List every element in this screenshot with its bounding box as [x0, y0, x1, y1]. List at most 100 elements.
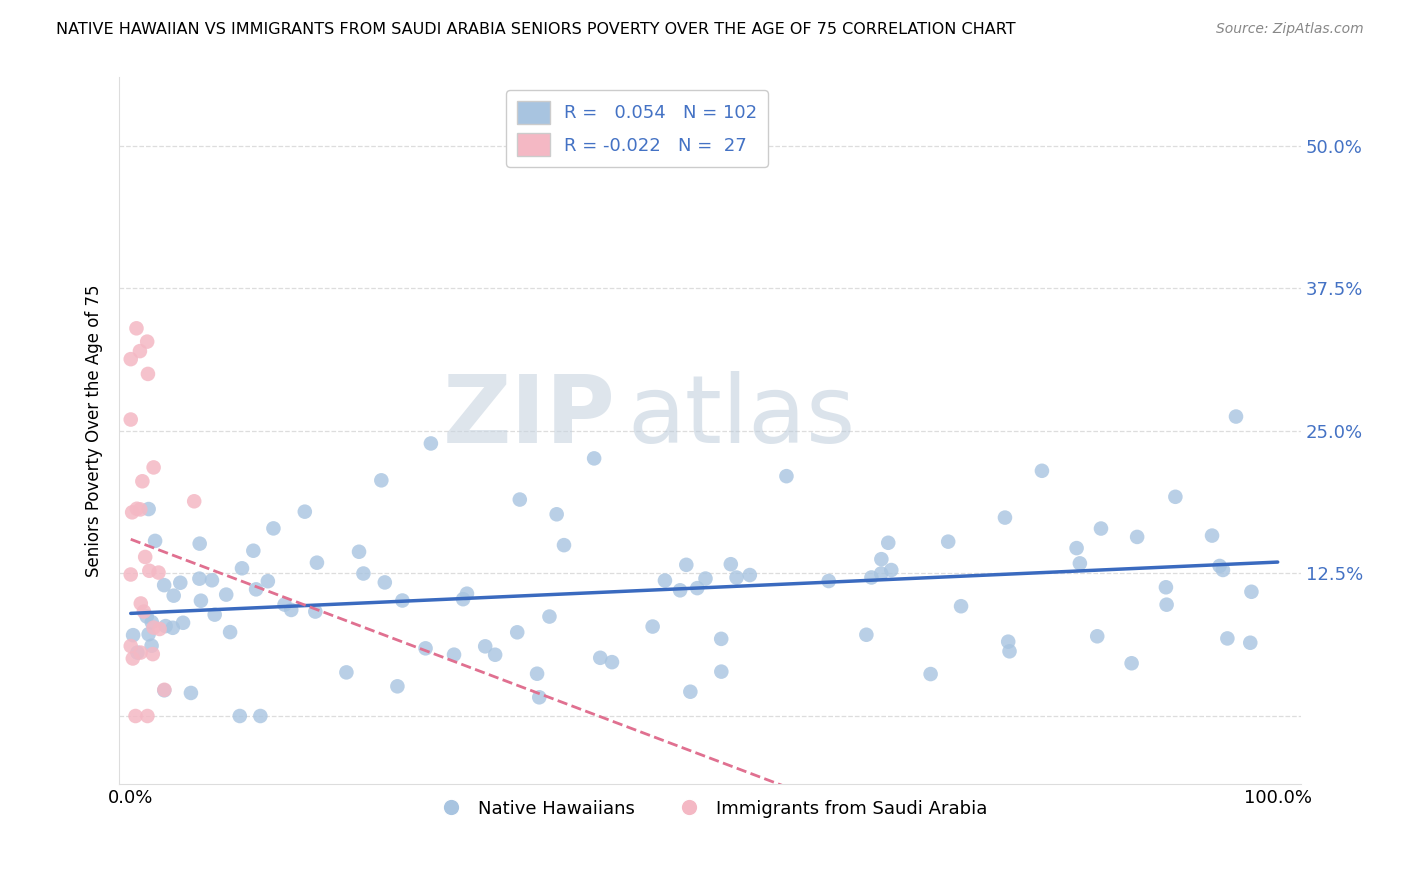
Point	[720, 558, 742, 572]
Point	[456, 587, 478, 601]
Point	[920, 667, 942, 681]
Point	[229, 709, 252, 723]
Point	[155, 619, 177, 633]
Point	[509, 492, 531, 507]
Point	[641, 619, 664, 633]
Legend: Native Hawaiians, Immigrants from Saudi Arabia: Native Hawaiians, Immigrants from Saudi …	[426, 792, 994, 825]
Point	[141, 639, 163, 653]
Point	[374, 575, 396, 590]
Point	[936, 534, 959, 549]
Point	[121, 505, 143, 519]
Point	[129, 502, 152, 516]
Point	[1069, 557, 1091, 571]
Point	[775, 469, 797, 483]
Point	[149, 622, 172, 636]
Point	[451, 592, 474, 607]
Point	[120, 567, 142, 582]
Point	[1156, 598, 1178, 612]
Point	[583, 451, 606, 466]
Point	[1031, 464, 1053, 478]
Point	[190, 593, 212, 607]
Point	[245, 582, 267, 597]
Point	[249, 709, 271, 723]
Point	[125, 321, 148, 335]
Point	[148, 566, 170, 580]
Point	[997, 634, 1019, 648]
Point	[654, 574, 676, 588]
Point	[231, 561, 253, 575]
Point	[180, 686, 202, 700]
Point	[172, 615, 194, 630]
Point	[415, 641, 437, 656]
Point	[589, 650, 612, 665]
Point	[710, 665, 733, 679]
Point	[163, 589, 186, 603]
Point	[880, 563, 903, 577]
Text: NATIVE HAWAIIAN VS IMMIGRANTS FROM SAUDI ARABIA SENIORS POVERTY OVER THE AGE OF : NATIVE HAWAIIAN VS IMMIGRANTS FROM SAUDI…	[56, 22, 1017, 37]
Point	[998, 644, 1021, 658]
Point	[257, 574, 280, 589]
Point	[391, 593, 413, 607]
Point	[183, 494, 205, 508]
Text: atlas: atlas	[627, 371, 855, 463]
Point	[1154, 580, 1177, 594]
Point	[546, 508, 568, 522]
Point	[675, 558, 697, 572]
Point	[138, 627, 160, 641]
Point	[142, 647, 165, 661]
Point	[1126, 530, 1149, 544]
Point	[1201, 528, 1223, 542]
Point	[419, 436, 441, 450]
Point	[1240, 584, 1263, 599]
Point	[1216, 632, 1239, 646]
Point	[121, 651, 143, 665]
Point	[686, 581, 709, 595]
Point	[1212, 563, 1234, 577]
Point	[132, 605, 155, 619]
Point	[122, 628, 145, 642]
Point	[280, 603, 302, 617]
Point	[142, 460, 165, 475]
Point	[860, 570, 883, 584]
Point	[738, 568, 761, 582]
Point	[305, 556, 328, 570]
Point	[1090, 522, 1112, 536]
Point	[273, 598, 295, 612]
Point	[124, 709, 146, 723]
Text: ZIP: ZIP	[443, 371, 616, 463]
Point	[538, 609, 561, 624]
Point	[262, 521, 284, 535]
Point	[870, 552, 893, 566]
Point	[1066, 541, 1088, 555]
Point	[443, 648, 465, 662]
Point	[153, 682, 176, 697]
Point	[219, 625, 242, 640]
Point	[188, 536, 211, 550]
Point	[526, 666, 548, 681]
Point	[204, 607, 226, 622]
Point	[129, 646, 152, 660]
Point	[370, 473, 392, 487]
Point	[201, 574, 224, 588]
Point	[129, 597, 152, 611]
Point	[994, 510, 1017, 524]
Point	[710, 632, 733, 646]
Point	[135, 609, 157, 624]
Point	[877, 535, 900, 549]
Point	[304, 605, 326, 619]
Point	[188, 572, 211, 586]
Point	[1239, 636, 1261, 650]
Point	[125, 501, 148, 516]
Point	[169, 575, 191, 590]
Point	[484, 648, 506, 662]
Point	[162, 621, 184, 635]
Point	[600, 655, 623, 669]
Point	[134, 549, 156, 564]
Point	[141, 615, 163, 630]
Point	[153, 578, 176, 592]
Point	[120, 639, 142, 653]
Point	[136, 709, 159, 723]
Point	[120, 352, 142, 367]
Point	[474, 640, 496, 654]
Point	[679, 684, 702, 698]
